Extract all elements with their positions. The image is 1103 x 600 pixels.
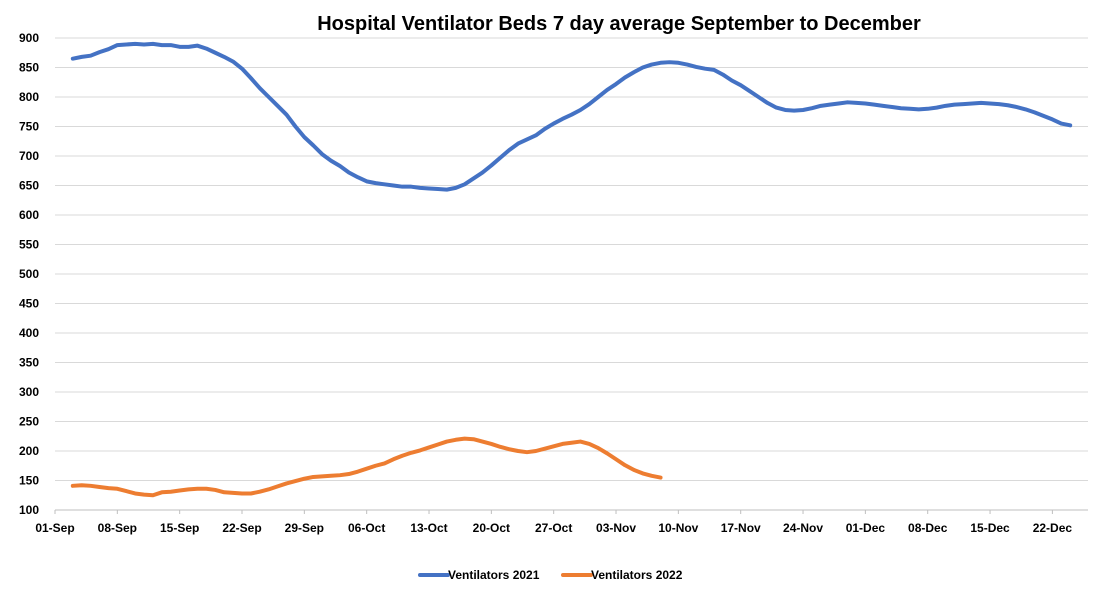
x-axis: 01-Sep 08-Sep 15-Sep 22-Sep 29-Sep 06-Oct 13-O… (35, 509, 1088, 535)
y-tick-label: 400 (19, 326, 39, 340)
x-tick-label: 22-Dec (1033, 521, 1073, 535)
y-tick-label: 150 (19, 474, 39, 488)
x-tick-label: 24-Nov (783, 521, 823, 535)
gridlines (55, 37, 1088, 481)
chart-title: Hospital Ventilator Beds 7 day average S… (317, 13, 921, 35)
x-tick-label: 22-Sep (222, 521, 261, 535)
x-tick-label: 08-Dec (908, 521, 948, 535)
x-tick-label: 03-Nov (596, 521, 636, 535)
x-tick-label: 27-Oct (535, 521, 572, 535)
x-tick-label: 20-Oct (473, 521, 510, 535)
y-tick-label: 450 (19, 297, 39, 311)
y-tick-label: 100 (19, 503, 39, 517)
y-tick-label: 500 (19, 267, 39, 281)
y-tick-label: 650 (19, 179, 39, 193)
x-tick-label: 01-Sep (35, 521, 74, 535)
legend-label: Ventilators 2022 (591, 568, 683, 582)
x-tick-label: 29-Sep (285, 521, 324, 535)
y-tick-label: 300 (19, 385, 39, 399)
x-tick-label: 15-Dec (970, 521, 1010, 535)
x-tick-label: 15-Sep (160, 521, 199, 535)
x-tick-label: 17-Nov (721, 521, 761, 535)
x-tick-label: 13-Oct (410, 521, 447, 535)
y-tick-label: 850 (19, 61, 39, 75)
y-tick-label: 600 (19, 208, 39, 222)
y-tick-label: 550 (19, 238, 39, 252)
legend-label: Ventilators 2021 (448, 568, 540, 582)
y-tick-label: 800 (19, 90, 39, 104)
series-line-ventilators-2022 (70, 436, 663, 498)
y-axis: 100 150 200 250 300 350 400 450 500 550 600 650 700 7… (19, 31, 39, 517)
series-line-ventilators-2021 (70, 41, 1073, 192)
x-tick-label: 01-Dec (846, 521, 886, 535)
x-tick-label: 06-Oct (348, 521, 385, 535)
legend: Ventilators 2021 Ventilators 2022 (418, 568, 683, 582)
x-tick-label: 10-Nov (658, 521, 698, 535)
y-tick-label: 750 (19, 120, 39, 134)
y-tick-label: 250 (19, 415, 39, 429)
y-tick-label: 700 (19, 149, 39, 163)
series-lines (70, 41, 1073, 498)
y-tick-label: 350 (19, 356, 39, 370)
y-tick-label: 900 (19, 31, 39, 45)
x-tick-label: 08-Sep (98, 521, 137, 535)
y-tick-label: 200 (19, 444, 39, 458)
